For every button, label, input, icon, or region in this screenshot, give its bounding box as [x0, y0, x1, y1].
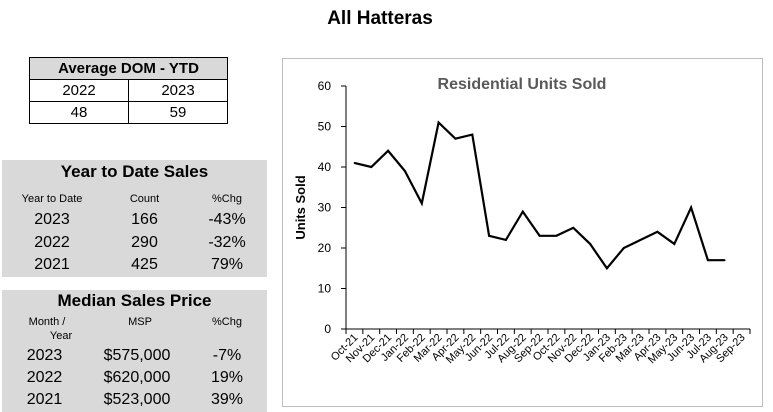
dom-year-cell: 2023 — [128, 79, 228, 102]
data-point — [707, 259, 709, 261]
data-point — [673, 243, 676, 245]
change-cell: 19% — [210, 369, 244, 386]
data-point — [622, 247, 625, 249]
median-price-table: 2023 $575,000 -7% 2022 $620,000 19% 2021… — [2, 344, 267, 411]
data-point — [471, 133, 474, 136]
data-point — [387, 150, 389, 152]
data-point — [555, 235, 558, 237]
data-point — [723, 259, 726, 261]
data-point — [538, 235, 541, 237]
column-header: Count — [129, 193, 160, 205]
ytd-sales-table: 2023 166 -43% 2022 290 -32% 2021 425 79% — [2, 209, 267, 276]
column-header: %Chg — [212, 316, 242, 328]
data-point — [589, 243, 591, 245]
table-row: 2022 $620,000 19% — [2, 367, 267, 389]
y-tick-label: 10 — [318, 282, 332, 296]
price-cell: $575,000 — [103, 346, 171, 364]
count-cell: 290 — [131, 233, 158, 251]
column-header: Year — [49, 330, 73, 342]
data-point — [420, 202, 423, 205]
series-line — [354, 120, 725, 271]
year-cell: 2023 — [26, 346, 63, 364]
data-point — [606, 267, 608, 270]
chart-container: 0 10 20 30 40 50 60 Oct-21 Nov-21 Dec-21 Jan-22 Feb… — [282, 58, 763, 407]
data-point — [404, 170, 406, 172]
median-price-title: Median Sales Price — [57, 291, 212, 310]
median-price-panel: Median Sales Price Month / Year MSP %Chg… — [2, 290, 267, 412]
year-cell: 2022 — [34, 233, 70, 251]
y-axis-label: Units Sold — [293, 175, 308, 239]
column-header: Year to Date — [21, 193, 83, 205]
column-header: MSP — [128, 316, 152, 328]
data-point — [639, 239, 642, 241]
y-tick-label: 40 — [318, 160, 332, 174]
units-sold-chart: 0102030405060Oct-21Nov-21Dec-21Jan-22Feb… — [293, 76, 751, 366]
y-tick-label: 30 — [318, 201, 332, 215]
y-tick-label: 20 — [318, 241, 332, 255]
price-cell: $620,000 — [103, 369, 171, 386]
year-cell: 2021 — [26, 391, 63, 408]
dom-year-cell: 2022 — [29, 79, 129, 102]
page-title: All Hatteras — [327, 8, 433, 29]
y-tick-label: 0 — [324, 322, 331, 336]
year-cell: 2022 — [26, 369, 63, 386]
year-cell: 2023 — [34, 211, 70, 228]
price-cell: $523,000 — [103, 391, 171, 408]
year-cell: 2021 — [34, 256, 70, 273]
ytd-sales-header-row: Year to Date Count %Chg — [2, 193, 267, 205]
table-row: 2023 166 -43% — [2, 209, 267, 231]
data-point — [656, 231, 659, 233]
count-cell: 166 — [131, 211, 158, 228]
dom-value-cell: 59 — [128, 101, 228, 124]
count-cell: 425 — [131, 256, 158, 273]
data-point — [488, 235, 490, 237]
ytd-sales-panel: Year to Date Sales Year to Date Count %C… — [2, 160, 267, 277]
table-row: 2022 290 -32% — [2, 231, 267, 254]
data-point — [572, 226, 575, 229]
dom-table-header: Average DOM - YTD — [29, 57, 228, 80]
data-point — [370, 166, 373, 168]
y-tick-label: 50 — [318, 120, 332, 134]
data-point — [454, 137, 457, 140]
data-point — [437, 121, 440, 124]
dom-value-cell: 48 — [29, 101, 129, 124]
ytd-sales-title: Year to Date Sales — [60, 162, 209, 181]
table-row: 2021 425 79% — [2, 254, 267, 276]
data-point — [521, 210, 524, 213]
column-header: Month / — [28, 316, 66, 328]
change-cell: 79% — [210, 256, 244, 273]
table-row: 2023 $575,000 -7% — [2, 344, 267, 367]
change-cell: -43% — [208, 211, 246, 228]
average-dom-table: Average DOM - YTD 2022 2023 48 59 — [29, 57, 228, 124]
table-row: 2021 $523,000 39% — [2, 389, 267, 411]
chart-title: Residential Units Sold — [438, 76, 607, 93]
change-cell: -7% — [212, 346, 242, 364]
y-tick-label: 60 — [318, 79, 332, 93]
data-point — [505, 239, 507, 241]
column-header: %Chg — [212, 193, 242, 205]
change-cell: -32% — [208, 233, 246, 251]
data-point — [690, 206, 692, 209]
change-cell: 39% — [210, 391, 244, 408]
data-point — [353, 162, 356, 164]
